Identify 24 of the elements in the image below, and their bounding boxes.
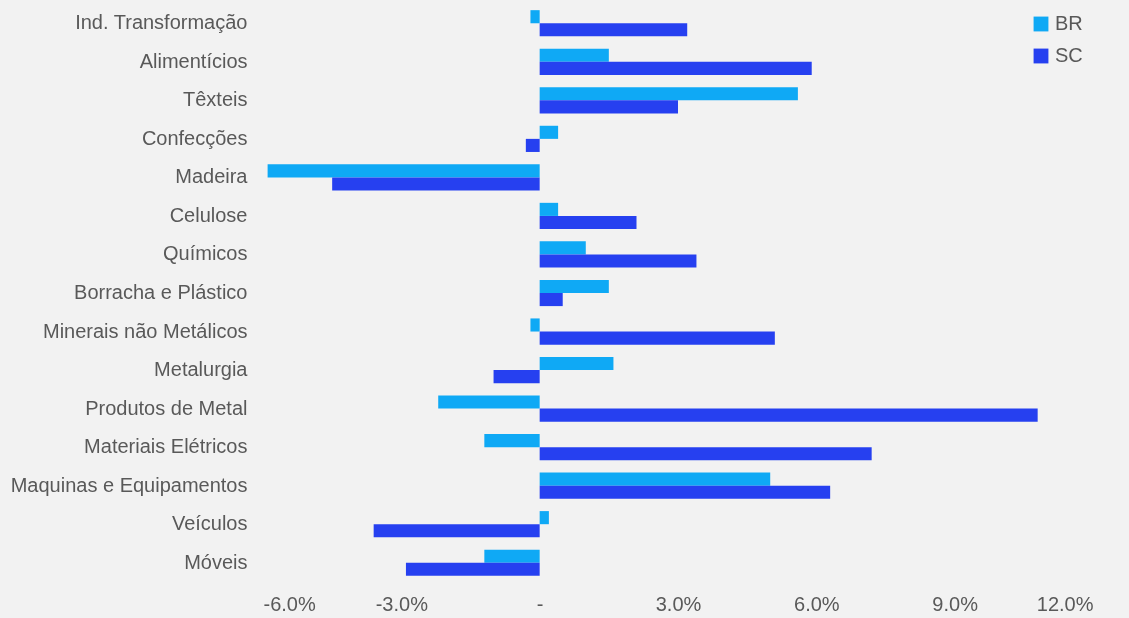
y-tick-label: Têxteis [183, 88, 248, 111]
x-tick-label: -6.0% [263, 592, 316, 615]
x-tick-label: 6.0% [794, 592, 840, 615]
y-tick-label: Maquinas e Equipamentos [10, 473, 248, 496]
y-tick-label: Ind. Transformação [75, 11, 248, 34]
y-tick-label: Móveis [184, 550, 248, 573]
y-tick-label: Produtos de Metal [85, 396, 248, 419]
legend-label: BR [1055, 12, 1083, 34]
y-tick-label: Veículos [171, 512, 248, 535]
y-tick-label: Borracha e Plástico [74, 281, 248, 303]
x-tick-label: 9.0% [932, 592, 979, 615]
y-tick-label: Materiais Elétricos [84, 435, 248, 458]
x-tick-label: 12.0% [1036, 592, 1094, 615]
y-tick-label: Minerais não Metálicos [42, 319, 248, 342]
legend-label: SC [1055, 44, 1083, 66]
y-tick-label: Confecções [141, 126, 248, 149]
y-tick-label: Madeira [175, 165, 249, 188]
y-tick-label: Químicos [163, 242, 248, 265]
x-tick-label: - [536, 592, 544, 615]
x-tick-label: 3.0% [655, 592, 702, 615]
y-tick-label: Celulose [169, 203, 248, 226]
x-tick-label: -3.0% [375, 592, 429, 615]
y-tick-label: Metalurgia [154, 358, 249, 381]
y-tick-label: Alimentícios [139, 49, 248, 72]
